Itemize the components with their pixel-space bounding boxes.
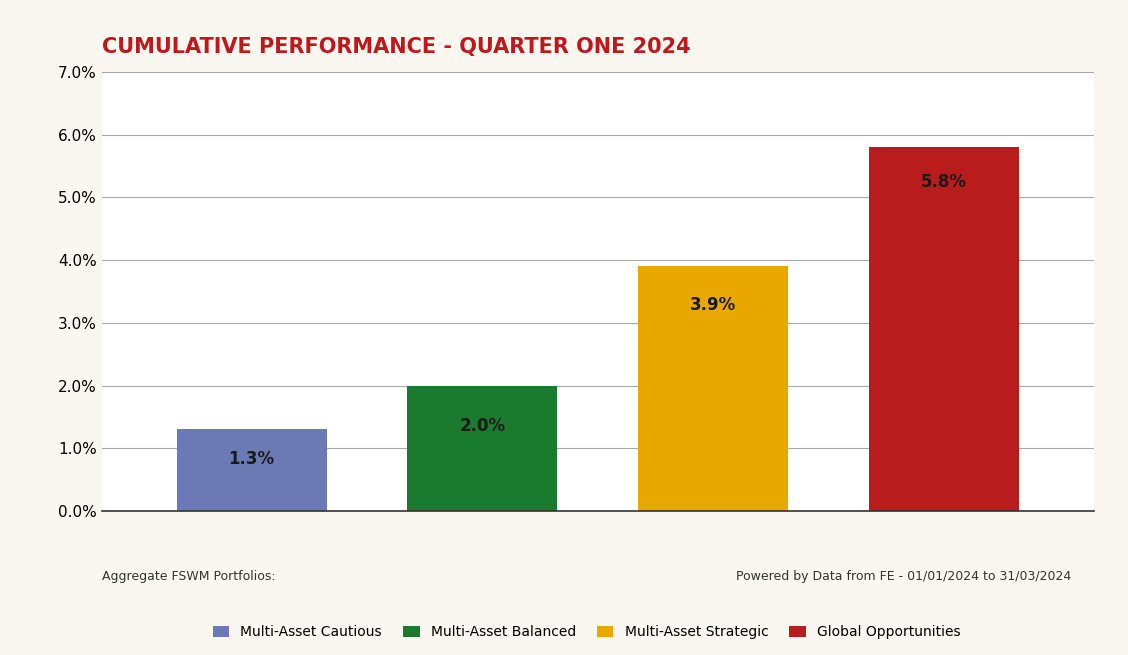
Text: 5.8%: 5.8%	[922, 173, 967, 191]
Bar	[177, 430, 327, 511]
Bar	[869, 147, 1019, 511]
Text: 1.3%: 1.3%	[229, 450, 274, 468]
Text: 3.9%: 3.9%	[690, 296, 737, 314]
Text: Aggregate FSWM Portfolios:: Aggregate FSWM Portfolios:	[102, 570, 275, 583]
Legend: Multi-Asset Cautious, Multi-Asset Balanced, Multi-Asset Strategic, Global Opport: Multi-Asset Cautious, Multi-Asset Balanc…	[208, 620, 966, 645]
Bar	[407, 386, 557, 511]
Text: CUMULATIVE PERFORMANCE - QUARTER ONE 2024: CUMULATIVE PERFORMANCE - QUARTER ONE 202…	[102, 37, 690, 56]
Text: Powered by Data from FE - 01/01/2024 to 31/03/2024: Powered by Data from FE - 01/01/2024 to …	[737, 570, 1072, 583]
Text: 2.0%: 2.0%	[459, 417, 505, 435]
Bar	[638, 267, 788, 511]
